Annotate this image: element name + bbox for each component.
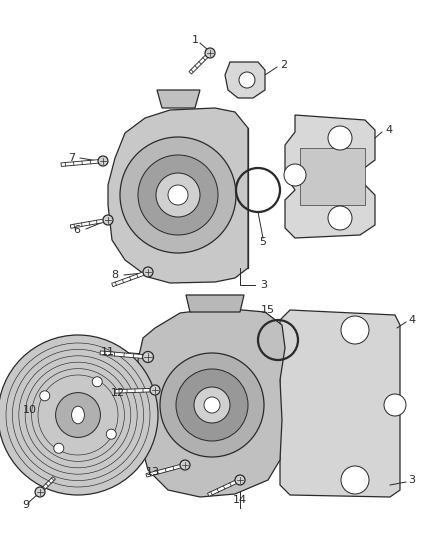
Text: 9: 9: [22, 500, 29, 510]
Text: 14: 14: [233, 495, 247, 505]
Polygon shape: [112, 270, 148, 287]
Text: 4: 4: [408, 315, 415, 325]
Ellipse shape: [71, 406, 85, 424]
Text: 6: 6: [74, 225, 81, 235]
Text: 12: 12: [111, 388, 125, 398]
Circle shape: [235, 475, 245, 485]
Circle shape: [106, 429, 116, 439]
Circle shape: [384, 394, 406, 416]
Circle shape: [205, 48, 215, 58]
Polygon shape: [300, 148, 365, 205]
Circle shape: [150, 385, 160, 395]
Circle shape: [54, 443, 64, 453]
Circle shape: [98, 156, 108, 166]
Polygon shape: [115, 388, 155, 393]
Text: 13: 13: [146, 467, 160, 477]
Polygon shape: [232, 128, 248, 268]
Polygon shape: [100, 351, 148, 359]
Circle shape: [176, 369, 248, 441]
Polygon shape: [61, 159, 103, 166]
Text: 2: 2: [280, 60, 287, 70]
Circle shape: [103, 215, 113, 225]
Circle shape: [180, 460, 190, 470]
Text: 15: 15: [261, 305, 275, 315]
Polygon shape: [70, 219, 108, 228]
Circle shape: [168, 185, 188, 205]
Polygon shape: [138, 308, 285, 497]
Polygon shape: [146, 463, 185, 477]
Circle shape: [341, 466, 369, 494]
Text: 11: 11: [101, 347, 115, 357]
Circle shape: [138, 155, 218, 235]
Polygon shape: [208, 479, 241, 496]
Text: 10: 10: [23, 405, 37, 415]
Text: 3: 3: [408, 475, 415, 485]
Polygon shape: [280, 310, 400, 497]
Circle shape: [143, 267, 153, 277]
Text: 3: 3: [260, 280, 267, 290]
Circle shape: [341, 316, 369, 344]
Text: 8: 8: [111, 270, 119, 280]
Circle shape: [194, 387, 230, 423]
Circle shape: [40, 391, 50, 401]
Circle shape: [56, 393, 100, 438]
Circle shape: [284, 164, 306, 186]
Circle shape: [328, 206, 352, 230]
Circle shape: [160, 353, 264, 457]
Circle shape: [120, 137, 236, 253]
Polygon shape: [108, 108, 248, 283]
Text: 5: 5: [259, 237, 266, 247]
Circle shape: [92, 377, 102, 387]
Circle shape: [239, 72, 255, 88]
Polygon shape: [225, 62, 265, 98]
Circle shape: [0, 335, 158, 495]
Polygon shape: [157, 90, 200, 108]
Polygon shape: [189, 52, 211, 74]
Circle shape: [328, 126, 352, 150]
Text: 4: 4: [385, 125, 392, 135]
Polygon shape: [285, 115, 375, 238]
Circle shape: [204, 397, 220, 413]
Text: 7: 7: [68, 153, 76, 163]
Polygon shape: [186, 295, 244, 312]
Circle shape: [142, 351, 153, 362]
Text: 1: 1: [191, 35, 198, 45]
Circle shape: [156, 173, 200, 217]
Circle shape: [35, 487, 45, 497]
Polygon shape: [39, 477, 55, 493]
